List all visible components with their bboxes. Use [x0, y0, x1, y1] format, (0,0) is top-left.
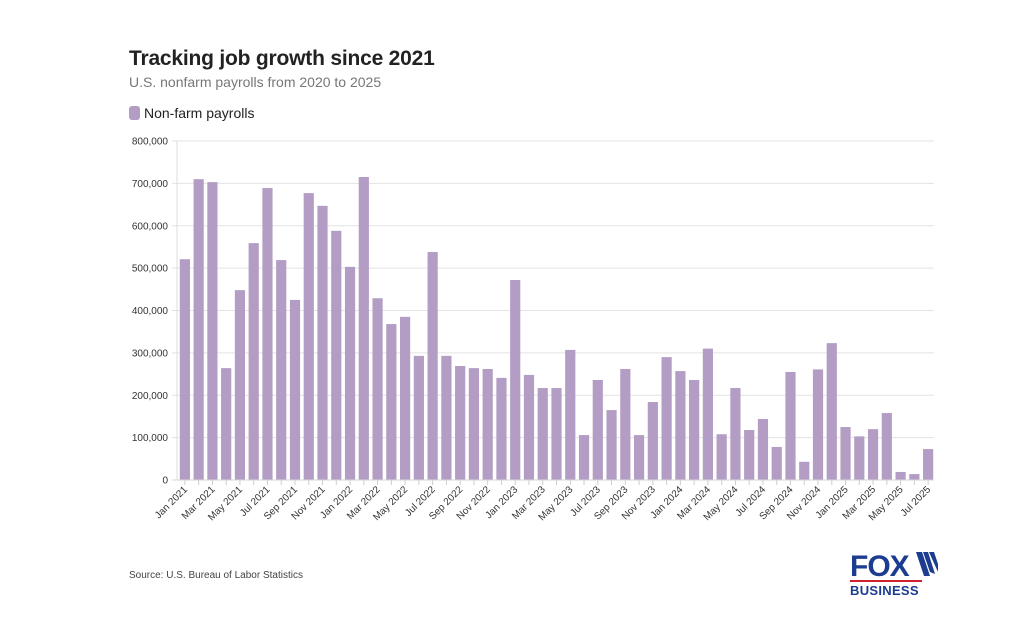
bar: May 2023: 307,000: [565, 349, 576, 480]
bar: Jul 2021: 689,000: [262, 188, 273, 480]
bar: Aug 2024: 78,000: [771, 446, 782, 480]
bar: Jan 2021: 521,000: [179, 259, 190, 480]
bar: Sep 2024: 255,000: [785, 371, 796, 480]
bar: Nov 2024: 261,000: [812, 369, 824, 480]
y-tick-label: 500,000: [132, 264, 169, 275]
y-axis: 0 100,000 200,000 300,000 400,000 500,000 600,…: [132, 137, 169, 487]
bar: Feb 2025: 103,000: [854, 436, 865, 480]
bar: Oct 2023: 106,000: [633, 435, 645, 480]
bar: Dec 2023: 290,000: [661, 357, 672, 480]
bar: Oct 2021: 677,000: [303, 193, 314, 480]
bar: Dec 2021: 588,000: [331, 230, 342, 480]
bar: Dec 2024: 323,000: [826, 343, 837, 480]
bar: Jun 2022: 293,000: [413, 355, 424, 480]
bar: Jan 2022: 503,000: [344, 266, 356, 480]
bar: Mar 2025: 120,000: [867, 429, 879, 480]
legend-label: Non-farm payrolls: [144, 105, 255, 121]
bar: Apr 2025: 158,000: [881, 413, 892, 480]
bar: Sep 2022: 269,000: [455, 366, 466, 480]
bar: Jan 2023: 472,000: [510, 279, 521, 480]
bar: Feb 2022: 715,000: [358, 177, 369, 481]
bar: May 2024: 217,000: [730, 388, 741, 480]
bar: Sep 2021: 425,000: [289, 299, 301, 480]
bar: Jul 2024: 144,000: [757, 418, 769, 480]
bar: Aug 2022: 293,000: [441, 355, 452, 480]
bar: Apr 2022: 368,000: [386, 324, 397, 480]
y-tick-label: 100,000: [132, 433, 169, 444]
bar: Jun 2025: 14,000: [909, 474, 920, 480]
y-tick-label: 0: [162, 476, 168, 487]
bar: Nov 2023: 184,000: [647, 402, 658, 480]
bar: Mar 2022: 429,000: [372, 298, 383, 480]
source-note: Source: U.S. Bureau of Labor Statistics: [129, 570, 303, 581]
bar: Jan 2024: 257,000: [675, 371, 686, 480]
legend: Non-farm payrolls: [129, 105, 254, 121]
logo-business-text: BUSINESS: [850, 583, 919, 598]
bar: Jul 2022: 538,000: [427, 252, 438, 480]
bar: Mar 2021: 703,000: [207, 182, 218, 480]
y-tick-label: 800,000: [132, 137, 169, 148]
bar: Jul 2025: 73,000: [923, 449, 934, 480]
y-tick-label: 300,000: [132, 348, 169, 359]
logo-fox-text: FOX: [850, 550, 910, 583]
y-tick-label: 400,000: [132, 306, 169, 317]
bar: Dec 2022: 241,000: [496, 377, 507, 480]
legend-swatch: [129, 106, 140, 120]
bar: Sep 2023: 262,000: [620, 368, 631, 480]
y-tick-label: 600,000: [132, 221, 169, 232]
y-tick-label: 700,000: [132, 179, 169, 190]
bar: Nov 2021: 647,000: [317, 205, 328, 481]
bar: Feb 2021: 710,000: [193, 179, 204, 480]
bar: Jun 2021: 559,000: [248, 243, 259, 480]
bar: Oct 2022: 264,000: [468, 368, 480, 480]
bar: Apr 2023: 217,000: [551, 388, 562, 480]
bar: Jun 2023: 106,000: [578, 435, 590, 480]
bar: Jan 2025: 125,000: [840, 427, 851, 480]
logo-stripes-icon: [916, 552, 938, 576]
chart-subtitle: U.S. nonfarm payrolls from 2020 to 2025: [129, 74, 382, 90]
bar: Mar 2023: 217,000: [537, 388, 548, 480]
bar: Jul 2023: 236,000: [592, 379, 603, 480]
bars: Jan 2021: 521,000Feb 2021: 710,000Mar 20…: [179, 177, 934, 481]
x-tick-label: Jul 2025: [899, 484, 934, 519]
bar: Oct 2024: 43,000: [799, 461, 810, 480]
bar: May 2025: 19,000: [895, 471, 906, 480]
fox-business-logo: FOX BUSINESS: [850, 550, 938, 598]
y-tick-label: 200,000: [132, 391, 169, 402]
bar: Jun 2024: 118,000: [744, 429, 755, 480]
chart-title: Tracking job growth since 2021: [129, 47, 435, 70]
bar: Mar 2024: 310,000: [702, 348, 713, 480]
bar: Apr 2024: 108,000: [716, 434, 727, 480]
bar: May 2021: 448,000: [234, 290, 246, 480]
bar: Aug 2021: 519,000: [276, 260, 287, 480]
bar: Apr 2021: 264,000: [221, 368, 232, 480]
bar: Feb 2024: 236,000: [689, 379, 700, 480]
bar: Feb 2023: 248,000: [523, 374, 535, 480]
bar: Nov 2022: 262,000: [482, 368, 493, 480]
logo-red-line: [850, 580, 922, 582]
bar: May 2022: 385,000: [400, 316, 411, 480]
bar: Aug 2023: 165,000: [606, 410, 617, 480]
